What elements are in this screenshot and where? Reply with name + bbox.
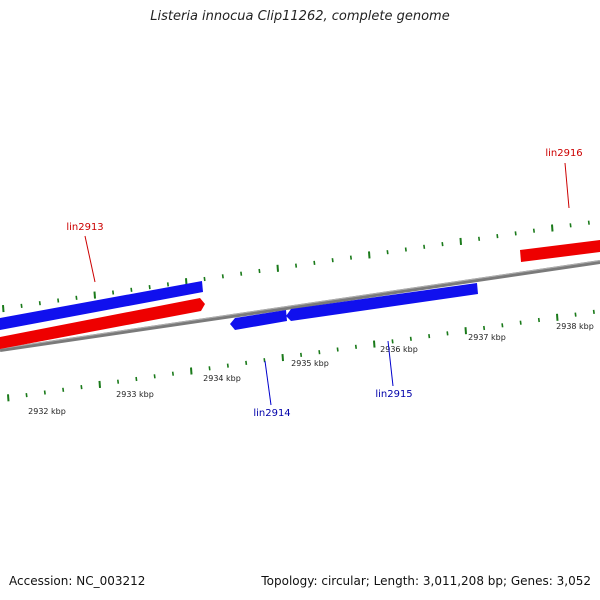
tick-upper-major: [368, 251, 371, 259]
tick-label: 2938 kbp: [556, 322, 594, 331]
tick-upper-minor: [349, 255, 352, 260]
tick-upper-major: [459, 237, 462, 245]
tick-lower-minor: [25, 393, 28, 398]
tick-upper-minor: [386, 250, 389, 255]
tick-lower-major: [7, 394, 10, 402]
tick-lower-minor: [80, 385, 83, 390]
tick-lower-minor: [483, 325, 486, 331]
tick-lower-minor: [574, 312, 577, 317]
tick-lower-minor: [428, 334, 431, 339]
tick-upper-minor: [130, 287, 133, 292]
tick-lower-minor: [153, 374, 156, 379]
tick-upper-minor: [258, 268, 261, 274]
tick-upper-minor: [569, 223, 572, 228]
tick-upper-minor: [38, 301, 41, 306]
tick-upper-major: [276, 264, 279, 272]
tick-upper-minor: [20, 303, 23, 308]
genome-backbone-highlight: [0, 260, 600, 350]
tick-upper-minor: [295, 263, 298, 268]
gene-lin2916[interactable]: [520, 240, 600, 262]
tick-lower-major: [556, 313, 559, 321]
tick-lower-major: [464, 327, 467, 335]
gene-label-lin2915[interactable]: lin2915: [375, 389, 412, 400]
tick-upper-minor: [587, 220, 590, 225]
tick-lower-minor: [592, 309, 595, 314]
tick-lower-minor: [300, 352, 303, 357]
tick-lower-minor: [537, 317, 540, 323]
tick-upper-minor: [514, 231, 517, 236]
tick-upper-minor: [532, 228, 535, 233]
tick-upper-minor: [313, 260, 316, 265]
tick-upper-minor: [112, 290, 115, 295]
tick-lower-minor: [446, 331, 449, 336]
tick-lower-minor: [391, 339, 394, 344]
tick-lower-minor: [318, 350, 321, 355]
gene-lin2913-forward[interactable]: [0, 298, 205, 349]
tick-row-lower: [7, 309, 595, 402]
tick-upper-minor: [441, 242, 444, 247]
tick-upper-minor: [221, 274, 224, 279]
gene-label-lin2913[interactable]: lin2913: [66, 222, 103, 233]
tick-label: 2933 kbp: [116, 390, 154, 399]
tick-lower-minor: [409, 336, 412, 341]
tick-lower-minor: [354, 344, 357, 349]
tick-upper-major: [2, 305, 5, 313]
tick-labels: 2932 kbp 2933 kbp 2934 kbp 2935 kbp 2936 kbp…: [28, 322, 594, 416]
tick-lower-major: [373, 340, 376, 348]
tick-lower-minor: [117, 379, 120, 384]
tick-upper-minor: [166, 282, 169, 287]
tick-lower-minor: [135, 376, 138, 382]
tick-upper-major: [93, 291, 96, 299]
tick-lower-minor: [171, 371, 174, 376]
tick-lower-minor: [62, 387, 65, 392]
tick-label: 2932 kbp: [28, 407, 66, 416]
genome-backbone: [0, 260, 600, 352]
tick-lower-major: [98, 380, 101, 388]
tick-label: 2934 kbp: [203, 374, 241, 383]
tick-upper-minor: [423, 244, 426, 249]
tick-upper-minor: [75, 295, 78, 300]
leader-lin2915: [387, 340, 394, 387]
gene-label-lin2914[interactable]: lin2914: [253, 408, 290, 419]
tick-label: 2935 kbp: [291, 359, 329, 368]
tick-lower-major: [190, 367, 193, 375]
tick-upper-minor: [148, 285, 151, 290]
tick-upper-major: [551, 224, 554, 232]
tick-lower-minor: [245, 360, 248, 365]
genome-summary-text: Topology: circular; Length: 3,011,208 bp…: [261, 574, 591, 588]
tick-upper-minor: [496, 234, 499, 239]
leader-lin2914: [264, 360, 272, 406]
accession-text: Accession: NC_003212: [9, 574, 146, 588]
tick-lower-minor: [208, 366, 211, 371]
tick-lower-major: [281, 354, 284, 362]
tick-label: 2937 kbp: [468, 333, 506, 342]
tick-label: 2936 kbp: [380, 345, 418, 354]
tick-lower-minor: [336, 347, 339, 352]
tick-lower-minor: [226, 363, 229, 368]
gene-label-lin2916[interactable]: lin2916: [545, 148, 582, 159]
gene-lin2913-reverse[interactable]: [0, 281, 203, 330]
tick-upper-minor: [404, 247, 407, 252]
gene-lin2914[interactable]: [230, 310, 287, 330]
tick-upper-minor: [203, 276, 206, 282]
tick-upper-minor: [331, 258, 334, 263]
gene-lin2915[interactable]: [286, 283, 478, 321]
leader-lin2913: [84, 235, 96, 283]
tick-upper-minor: [240, 271, 243, 276]
tick-lower-minor: [519, 320, 522, 325]
map-title: Listeria innocua Clip11262, complete gen…: [150, 9, 450, 24]
leader-lin2916: [564, 162, 570, 209]
tick-upper-minor: [478, 236, 481, 241]
tick-lower-minor: [501, 323, 504, 328]
tick-lower-minor: [43, 390, 46, 395]
tick-row-upper: [2, 220, 590, 313]
tick-upper-minor: [57, 298, 60, 303]
